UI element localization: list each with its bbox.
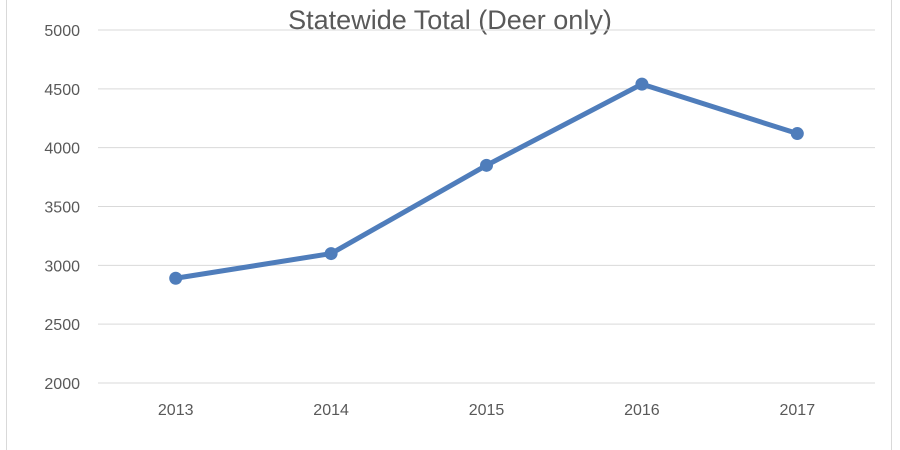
x-tick-label-2015: 2015 <box>469 402 505 419</box>
x-tick-label-2014: 2014 <box>313 402 349 419</box>
series-layer <box>169 77 804 285</box>
x-tick-label-2017: 2017 <box>780 402 816 419</box>
y-tick-label-4000: 4000 <box>44 141 80 158</box>
data-point-2017 <box>790 127 804 141</box>
y-tick-labels: 2000 2500 3000 3500 4000 4500 5000 <box>44 23 80 393</box>
data-point-2014 <box>324 247 338 261</box>
y-tick-label-2000: 2000 <box>44 376 80 393</box>
data-point-2013 <box>169 271 183 285</box>
y-tick-label-5000: 5000 <box>44 23 80 40</box>
y-tick-label-2500: 2500 <box>44 317 80 334</box>
chart-frame <box>6 0 892 450</box>
series-line <box>173 81 800 281</box>
gridlines <box>98 29 875 384</box>
y-tick-label-4500: 4500 <box>44 82 80 99</box>
y-tick-label-3500: 3500 <box>44 200 80 217</box>
data-point-2015 <box>480 158 493 172</box>
x-tick-label-2016: 2016 <box>624 402 660 419</box>
x-tick-label-2013: 2013 <box>158 402 194 419</box>
x-tick-labels: 2013 2014 2015 2016 2017 <box>158 402 815 419</box>
data-point-2016 <box>635 77 649 91</box>
y-tick-label-3000: 3000 <box>44 258 80 275</box>
